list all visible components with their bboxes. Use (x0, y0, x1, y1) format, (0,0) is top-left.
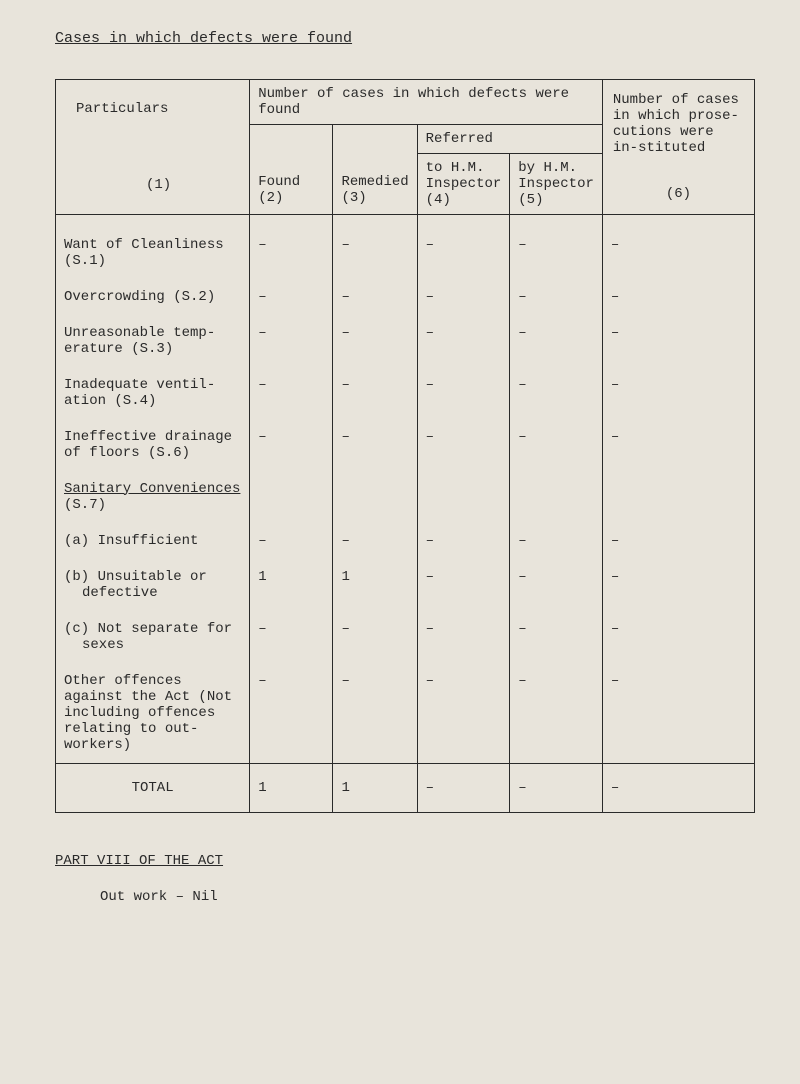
row-label: (a) Insufficient (56, 523, 250, 559)
col4-number: (4) (426, 192, 502, 208)
sanitary-heading: Sanitary Conveniences (64, 481, 240, 497)
footer-heading: PART VIII OF THE ACT (55, 853, 755, 869)
cell: – (510, 663, 603, 764)
cell: – (333, 367, 417, 419)
total-label: TOTAL (56, 763, 250, 812)
col3-number: (3) (341, 190, 408, 206)
cell: – (417, 419, 510, 471)
total-cell: – (602, 763, 754, 812)
table-row: Unreasonable temp-erature (S.3) – – – – … (56, 315, 755, 367)
page-title: Cases in which defects were found (55, 30, 755, 47)
cell: – (417, 367, 510, 419)
col6-number: (6) (613, 186, 744, 202)
row-label: Other offences against the Act (Not incl… (56, 663, 250, 764)
row-label: Inadequate ventil-ation (S.4) (56, 367, 250, 419)
cell: – (417, 227, 510, 279)
total-row: TOTAL 1 1 – – – (56, 763, 755, 812)
cell: – (510, 611, 603, 663)
col5-number: (5) (518, 192, 594, 208)
cell: – (510, 419, 603, 471)
header-remedied: Remedied (3) (333, 125, 417, 215)
row-label: Ineffective drainage of floors (S.6) (56, 419, 250, 471)
row-label: Overcrowding (S.2) (56, 279, 250, 315)
cell: – (250, 523, 333, 559)
cell: – (602, 227, 754, 279)
defects-table: Particulars (1) Number of cases in which… (55, 79, 755, 813)
cell: – (250, 611, 333, 663)
header-by-hm: by H.M. Inspector (5) (510, 154, 603, 215)
cell: – (510, 227, 603, 279)
cell: – (602, 611, 754, 663)
cell: – (333, 419, 417, 471)
cell: – (333, 227, 417, 279)
cell: 1 (333, 559, 417, 611)
header-found: Found (2) (250, 125, 333, 215)
cell: – (602, 367, 754, 419)
footer-line: Out work – Nil (100, 889, 755, 905)
table-row: Overcrowding (S.2) – – – – – (56, 279, 755, 315)
cell: – (250, 367, 333, 419)
cell: – (602, 315, 754, 367)
cell: – (333, 523, 417, 559)
cell: – (602, 559, 754, 611)
table-row: (a) Insufficient – – – – – (56, 523, 755, 559)
cell: – (602, 279, 754, 315)
cell: – (510, 559, 603, 611)
cell: – (510, 367, 603, 419)
particulars-label: Particulars (76, 101, 241, 117)
total-cell: 1 (250, 763, 333, 812)
col1-number: (1) (76, 177, 241, 193)
cell: – (333, 663, 417, 764)
table-row: (b) Unsuitable or defective 1 1 – – – (56, 559, 755, 611)
cell: – (250, 315, 333, 367)
header-referred: Referred (417, 125, 602, 154)
total-cell: – (417, 763, 510, 812)
table-row: Want of Cleanliness (S.1) – – – – – (56, 227, 755, 279)
total-cell: 1 (333, 763, 417, 812)
cell: – (417, 279, 510, 315)
cell: – (250, 419, 333, 471)
cell: – (417, 611, 510, 663)
cell: – (250, 227, 333, 279)
by-hm-label: by H.M. Inspector (518, 160, 594, 192)
cell: – (333, 315, 417, 367)
table-row: (c) Not separate for sexes – – – – – (56, 611, 755, 663)
cell: – (417, 315, 510, 367)
header-to-hm: to H.M. Inspector (4) (417, 154, 510, 215)
cell: – (602, 663, 754, 764)
row-label: Unreasonable temp-erature (S.3) (56, 315, 250, 367)
col2-number: (2) (258, 190, 324, 206)
row-label: (b) Unsuitable or defective (56, 559, 250, 611)
cell: – (333, 279, 417, 315)
sanitary-heading-cell: Sanitary Conveniences (S.7) (56, 471, 250, 523)
cell: – (417, 663, 510, 764)
header-main-span: Number of cases in which defects were fo… (250, 80, 603, 125)
footer-section: PART VIII OF THE ACT Out work – Nil (55, 853, 755, 905)
header-particulars: Particulars (1) (56, 80, 250, 215)
total-cell: – (510, 763, 603, 812)
cell: – (510, 315, 603, 367)
cell: – (602, 419, 754, 471)
cell: – (250, 279, 333, 315)
table-row: Ineffective drainage of floors (S.6) – –… (56, 419, 755, 471)
cell: – (333, 611, 417, 663)
cell: – (510, 523, 603, 559)
cell: – (602, 523, 754, 559)
remedied-label: Remedied (341, 174, 408, 190)
cell: – (510, 279, 603, 315)
to-hm-label: to H.M. Inspector (426, 160, 502, 192)
row-label: (c) Not separate for sexes (56, 611, 250, 663)
cell: – (250, 663, 333, 764)
cell: – (417, 523, 510, 559)
cell: 1 (250, 559, 333, 611)
found-label: Found (258, 174, 324, 190)
table-row: Inadequate ventil-ation (S.4) – – – – – (56, 367, 755, 419)
cell: – (417, 559, 510, 611)
col6-label: Number of cases in which prose-cutions w… (613, 92, 744, 156)
table-row: Sanitary Conveniences (S.7) (56, 471, 755, 523)
sanitary-sref: (S.7) (64, 497, 106, 513)
table-row: Other offences against the Act (Not incl… (56, 663, 755, 764)
header-col6: Number of cases in which prose-cutions w… (602, 80, 754, 215)
row-label: Want of Cleanliness (S.1) (56, 227, 250, 279)
